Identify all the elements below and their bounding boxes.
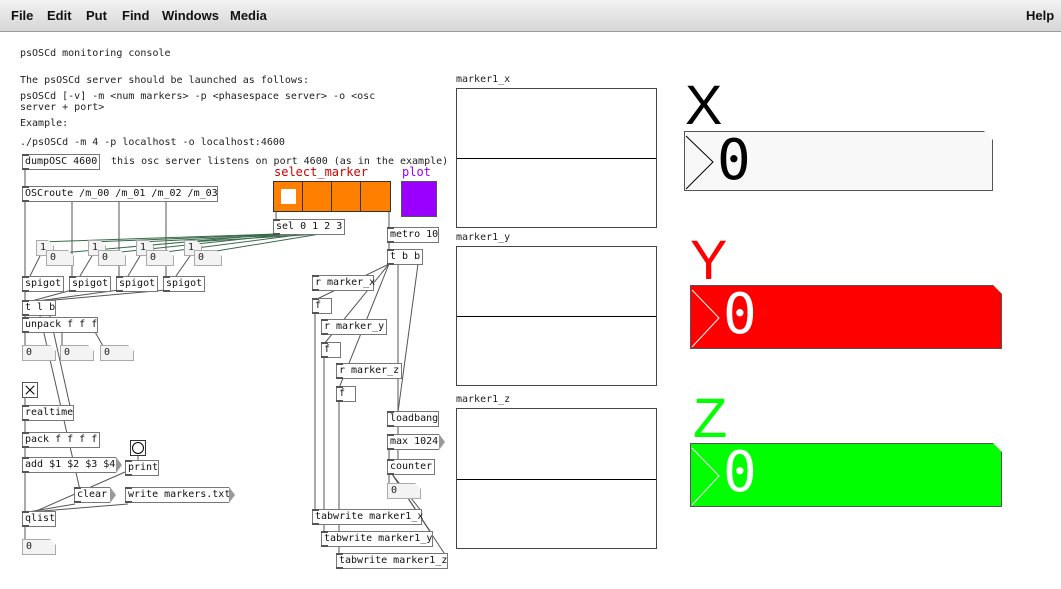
- spigot-object-1[interactable]: spigot: [22, 276, 64, 292]
- print-object[interactable]: print: [125, 460, 159, 476]
- tabwrite-x-object[interactable]: tabwrite marker1_x: [312, 509, 423, 525]
- qlist-number[interactable]: 0: [22, 539, 56, 555]
- counter-number[interactable]: 0: [387, 483, 421, 499]
- state-number-4[interactable]: 0: [194, 250, 222, 266]
- trigger-tbb-object[interactable]: t b b: [387, 249, 423, 265]
- select-marker-cell-2[interactable]: [332, 182, 361, 211]
- spigot-object-4[interactable]: spigot: [163, 276, 205, 292]
- max-message[interactable]: max 1024: [387, 434, 445, 450]
- unpack-object[interactable]: unpack f f f: [22, 317, 98, 333]
- plot-toggle[interactable]: [401, 181, 437, 217]
- array-marker1-x[interactable]: [456, 88, 657, 228]
- sel-object[interactable]: sel 0 1 2 3: [273, 219, 345, 235]
- spigot-object-2[interactable]: spigot: [69, 276, 111, 292]
- y-number-box[interactable]: 0: [690, 285, 1002, 349]
- float-z-object[interactable]: f: [336, 386, 356, 402]
- x-number-box[interactable]: 0: [684, 131, 993, 191]
- menu-help[interactable]: Help: [1026, 8, 1055, 23]
- float-x-object[interactable]: f: [312, 298, 332, 314]
- z-display-label: Z: [693, 386, 728, 449]
- array-marker1-z[interactable]: [456, 408, 657, 549]
- y-display-label: Y: [690, 228, 728, 291]
- select-marker-cell-1[interactable]: [303, 182, 332, 211]
- select-marker-radio[interactable]: [273, 181, 391, 212]
- menu-windows[interactable]: Windows: [162, 8, 219, 23]
- array-y-label: marker1_y: [456, 232, 511, 243]
- float-y-object[interactable]: f: [321, 342, 341, 358]
- receive-marker-x-object[interactable]: r marker_x: [312, 275, 375, 291]
- loadbang-object[interactable]: loadbang: [387, 411, 439, 427]
- y-value: 0: [723, 282, 757, 347]
- trigger-tlb-object[interactable]: t l b: [22, 300, 56, 316]
- menu-edit[interactable]: Edit: [47, 8, 72, 23]
- state-number-3[interactable]: 0: [146, 250, 174, 266]
- menu-media[interactable]: Media: [230, 8, 267, 23]
- state-number-2[interactable]: 0: [98, 250, 126, 266]
- array-marker1-y[interactable]: [456, 246, 657, 386]
- patch-canvas[interactable]: psOSCd monitoring console The psOSCd ser…: [0, 32, 1061, 589]
- clear-message[interactable]: clear: [74, 487, 116, 503]
- unpack-number-3[interactable]: 0: [100, 345, 134, 361]
- counter-object[interactable]: counter: [387, 459, 435, 475]
- menubar: File Edit Put Find Windows Media Help: [0, 0, 1061, 32]
- array-z-label: marker1_z: [456, 394, 511, 405]
- launch-intro-comment: The psOSCd server should be launched as …: [20, 75, 309, 86]
- z-number-box[interactable]: 0: [690, 443, 1002, 507]
- number-triangle-icon: [691, 447, 721, 507]
- metro-object[interactable]: metro 10: [387, 227, 439, 243]
- number-triangle-icon: [691, 289, 721, 349]
- add-message[interactable]: add $1 $2 $3 $4: [22, 457, 122, 473]
- menu-find[interactable]: Find: [122, 8, 150, 23]
- example-command-comment: ./psOSCd -m 4 -p localhost -o localhost:…: [20, 137, 285, 148]
- plot-label: plot: [402, 165, 431, 179]
- menu-put[interactable]: Put: [86, 8, 107, 23]
- z-value: 0: [723, 440, 757, 505]
- state-number-1[interactable]: 0: [46, 250, 74, 266]
- unpack-number-2[interactable]: 0: [60, 345, 94, 361]
- listen-note-comment: this osc server listens on port 4600 (as…: [111, 156, 449, 167]
- title-comment: psOSCd monitoring console: [20, 48, 171, 59]
- qlist-object[interactable]: qlist: [22, 511, 56, 527]
- print-bang[interactable]: [130, 440, 146, 456]
- x-value: 0: [717, 128, 751, 193]
- launch-usage-comment-1: psOSCd [-v] -m <num markers> -p <phasesp…: [20, 91, 376, 102]
- select-marker-cell-3[interactable]: [361, 182, 390, 211]
- x-display-label: X: [685, 73, 723, 136]
- realtime-object[interactable]: realtime: [22, 405, 74, 421]
- unpack-number-1[interactable]: 0: [22, 345, 56, 361]
- select-marker-label: select_marker: [274, 165, 368, 179]
- example-label-comment: Example:: [20, 118, 69, 129]
- tabwrite-y-object[interactable]: tabwrite marker1_y: [321, 531, 433, 547]
- oscroute-object[interactable]: OSCroute /m_00 /m_01 /m_02 /m_03: [22, 186, 218, 202]
- write-markers-message[interactable]: write markers.txt: [125, 487, 235, 503]
- select-marker-cell-0[interactable]: [274, 182, 303, 211]
- spigot-object-3[interactable]: spigot: [116, 276, 158, 292]
- receive-marker-y-object[interactable]: r marker_y: [321, 319, 387, 335]
- pack-object[interactable]: pack f f f f: [22, 432, 100, 448]
- number-triangle-icon: [685, 135, 715, 191]
- tabwrite-z-object[interactable]: tabwrite marker1_z: [336, 553, 448, 569]
- record-toggle[interactable]: [22, 382, 38, 398]
- receive-marker-z-object[interactable]: r marker_z: [336, 363, 402, 379]
- dumposc-object[interactable]: dumpOSC 4600: [22, 154, 100, 170]
- array-x-label: marker1_x: [456, 74, 511, 85]
- menu-file[interactable]: File: [11, 8, 34, 23]
- launch-usage-comment-2: server + port>: [20, 102, 105, 113]
